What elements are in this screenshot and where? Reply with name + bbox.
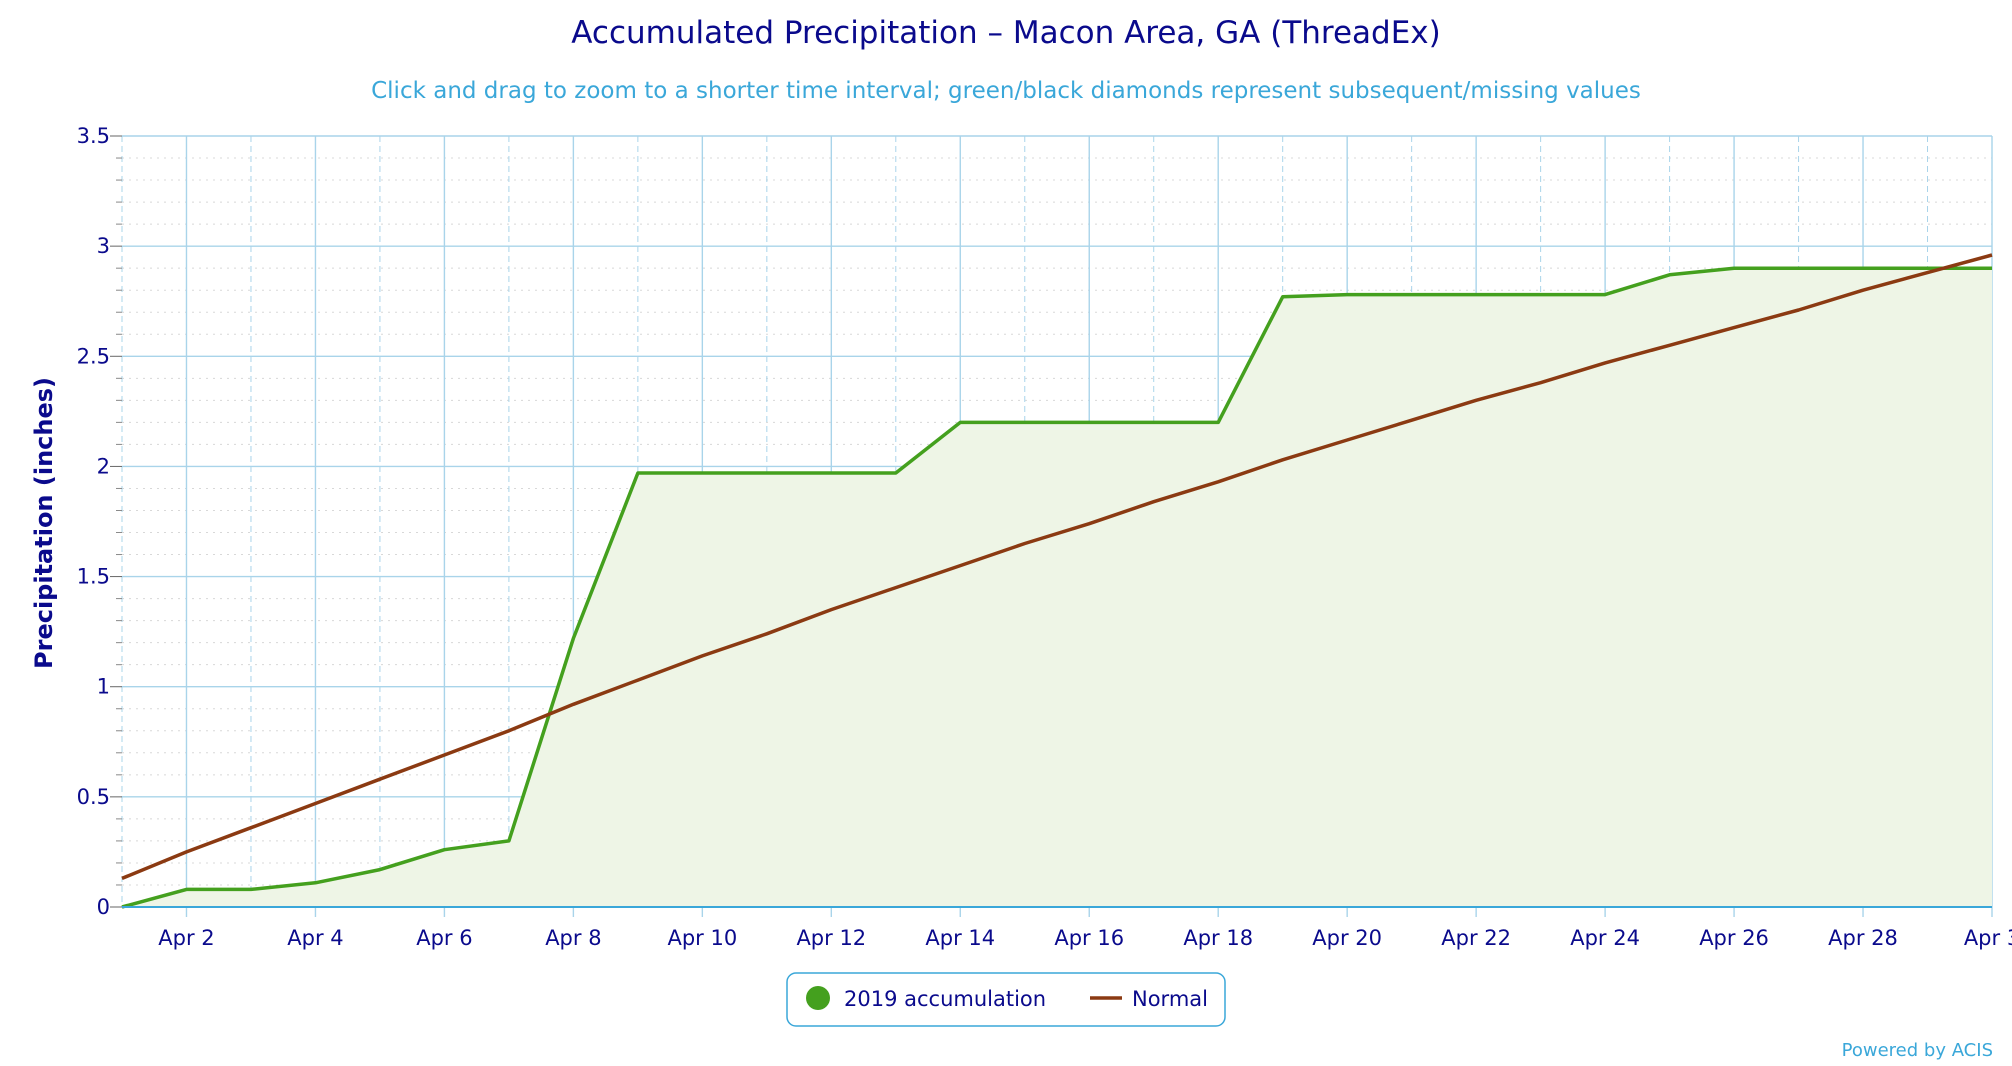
chart-subtitle: Click and drag to zoom to a shorter time… (371, 78, 1641, 104)
x-tick-label: Apr 22 (1441, 926, 1511, 950)
series-area-2019-accumulation (122, 268, 1992, 907)
y-tick-label: 3.5 (77, 124, 110, 148)
series-line-normal[interactable] (121, 253, 1993, 881)
x-tick-label: Apr 4 (287, 926, 343, 950)
x-tick-label: Apr 2 (158, 926, 214, 950)
axis-layer: 0 0.5 1 1.5 2 2.5 3 3.5 Apr 2 Apr 4 Apr 6 Apr 8 Apr … (77, 124, 2012, 950)
y-tick-label: 0 (97, 895, 110, 919)
x-tick-label: Apr 26 (1699, 926, 1769, 950)
x-tick-label: Apr 10 (667, 926, 737, 950)
y-axis-label: Precipitation (inches) (30, 377, 58, 669)
legend-label-2019-accumulation[interactable]: 2019 accumulation (844, 987, 1046, 1011)
legend-marker-2019-accumulation[interactable] (806, 986, 830, 1010)
credit-link[interactable]: Powered by ACIS (1842, 1040, 1993, 1061)
y-tick-label: 2.5 (77, 344, 110, 368)
chart-title: Accumulated Precipitation – Macon Area, … (571, 15, 1440, 51)
x-tick-label: Apr 28 (1828, 926, 1898, 950)
x-tick-label: Apr 20 (1312, 926, 1382, 950)
y-tick-label: 3 (97, 234, 110, 258)
x-tick-label: Apr 18 (1183, 926, 1253, 950)
series-line-2019-accumulation[interactable] (121, 266, 1992, 909)
line-layer (121, 253, 1993, 909)
x-tick-label: Apr 3 (1964, 926, 2012, 950)
x-tick-label: Apr 14 (925, 926, 995, 950)
x-tick-label: Apr 6 (416, 926, 472, 950)
y-tick-label: 1 (97, 675, 110, 699)
y-tick-label: 2 (97, 454, 110, 478)
y-tick-label: 1.5 (77, 565, 110, 589)
area-layer (122, 268, 1992, 907)
x-tick-label: Apr 8 (545, 926, 601, 950)
x-tick-label: Apr 24 (1570, 926, 1640, 950)
legend[interactable]: 2019 accumulation Normal (786, 972, 1226, 1027)
x-tick-label: Apr 12 (796, 926, 866, 950)
legend-label-normal[interactable]: Normal (1132, 987, 1208, 1011)
y-tick-label: 0.5 (77, 785, 110, 809)
legend-box (786, 972, 1226, 1027)
x-tick-label: Apr 16 (1054, 926, 1124, 950)
